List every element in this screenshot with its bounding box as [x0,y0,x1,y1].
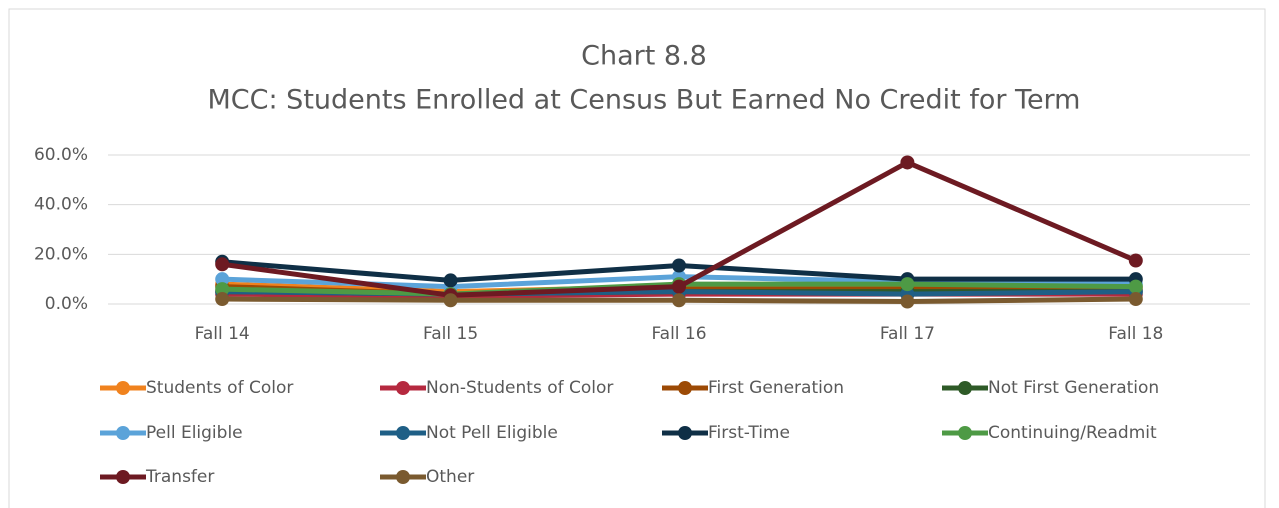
chart-subtitle: MCC: Students Enrolled at Census But Ear… [208,85,1081,116]
legend-marker [678,381,692,395]
y-tick-label: 0.0% [45,294,88,314]
data-point [215,292,230,307]
legend-label: Not First Generation [988,378,1159,398]
data-point [672,258,686,273]
legend-marker [396,381,410,395]
data-point [1128,253,1143,268]
data-point [900,155,915,170]
x-tick-label: Fall 15 [423,324,478,344]
legend-label: First-Time [708,423,790,443]
data-point [900,294,915,309]
x-tick-label: Fall 16 [651,324,706,344]
data-point [1128,292,1143,307]
legend-label: Students of Color [146,378,293,398]
legend-marker [396,470,410,484]
data-point [1128,279,1143,294]
data-point [900,277,915,292]
legend-marker [678,426,692,440]
y-tick-label: 40.0% [34,195,88,215]
legend-label: Not Pell Eligible [426,423,558,443]
legend-marker [116,381,130,395]
data-point [443,293,458,308]
x-tick-label: Fall 17 [880,324,935,344]
legend-marker [958,381,972,395]
legend-label: Continuing/Readmit [988,423,1157,443]
legend-label: Transfer [145,467,214,487]
y-tick-label: 60.0% [34,145,88,165]
legend-marker [116,470,130,484]
legend-marker [958,426,972,440]
x-tick-label: Fall 14 [195,324,250,344]
legend-label: Pell Eligible [146,423,243,443]
legend-label: Other [426,467,474,487]
chart-title: Chart 8.8 [581,41,707,72]
data-point [672,279,686,294]
data-point [443,273,458,288]
legend-marker [396,426,410,440]
data-point [215,282,230,297]
legend-label: First Generation [708,378,844,398]
y-tick-label: 20.0% [34,244,88,264]
legend-label: Non-Students of Color [426,378,613,398]
x-tick-label: Fall 18 [1108,324,1163,344]
data-point [215,272,230,287]
data-point [215,257,230,272]
legend-marker [116,426,130,440]
data-point [672,293,686,308]
